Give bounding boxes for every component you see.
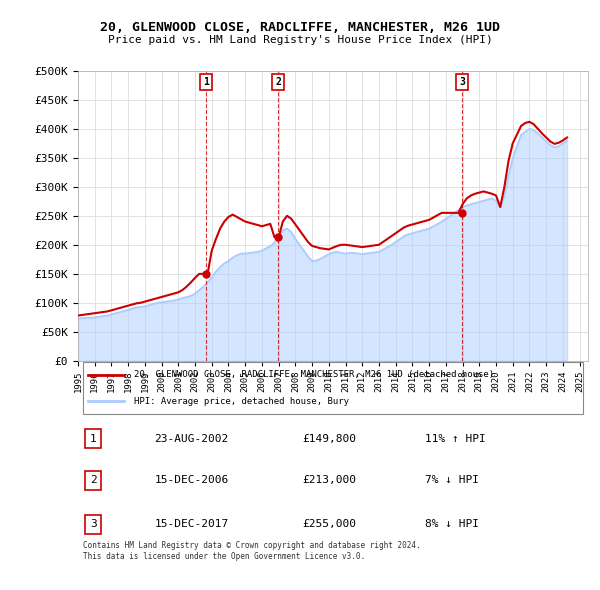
Text: 1: 1 bbox=[203, 77, 209, 87]
Text: £149,800: £149,800 bbox=[302, 434, 356, 444]
Text: £255,000: £255,000 bbox=[302, 519, 356, 529]
Text: HPI: Average price, detached house, Bury: HPI: Average price, detached house, Bury bbox=[134, 397, 349, 406]
Text: 23-AUG-2002: 23-AUG-2002 bbox=[155, 434, 229, 444]
Text: 7% ↓ HPI: 7% ↓ HPI bbox=[425, 476, 479, 486]
Text: 8% ↓ HPI: 8% ↓ HPI bbox=[425, 519, 479, 529]
Text: 20, GLENWOOD CLOSE, RADCLIFFE, MANCHESTER, M26 1UD (detached house): 20, GLENWOOD CLOSE, RADCLIFFE, MANCHESTE… bbox=[134, 370, 494, 379]
Text: 20, GLENWOOD CLOSE, RADCLIFFE, MANCHESTER, M26 1UD: 20, GLENWOOD CLOSE, RADCLIFFE, MANCHESTE… bbox=[100, 21, 500, 34]
Text: 1: 1 bbox=[90, 434, 97, 444]
Text: Price paid vs. HM Land Registry's House Price Index (HPI): Price paid vs. HM Land Registry's House … bbox=[107, 35, 493, 45]
Text: 15-DEC-2006: 15-DEC-2006 bbox=[155, 476, 229, 486]
Text: 2: 2 bbox=[90, 476, 97, 486]
Text: £213,000: £213,000 bbox=[302, 476, 356, 486]
Text: Contains HM Land Registry data © Crown copyright and database right 2024.
This d: Contains HM Land Registry data © Crown c… bbox=[83, 541, 421, 560]
Text: 3: 3 bbox=[459, 77, 465, 87]
Text: 3: 3 bbox=[90, 519, 97, 529]
Text: 2: 2 bbox=[275, 77, 281, 87]
Text: 11% ↑ HPI: 11% ↑ HPI bbox=[425, 434, 485, 444]
Text: 15-DEC-2017: 15-DEC-2017 bbox=[155, 519, 229, 529]
